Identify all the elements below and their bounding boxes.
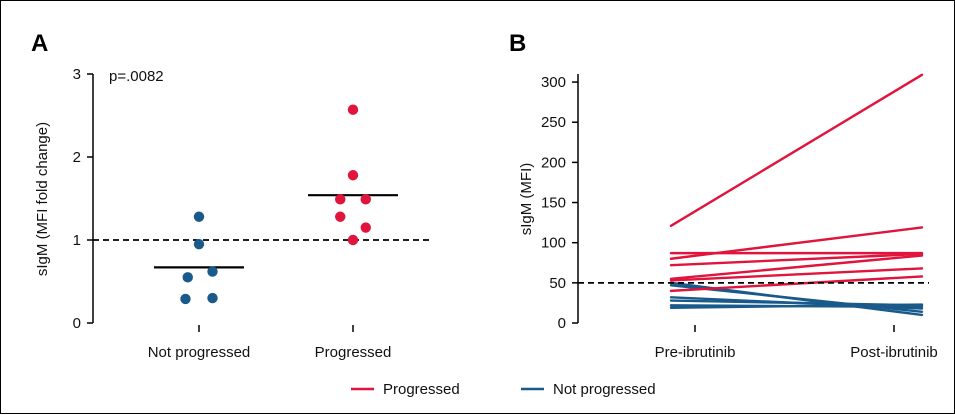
panel-a-x-tick-label: Progressed — [315, 344, 392, 361]
panel-a-data-point — [182, 272, 193, 283]
panel-letter-a: A — [31, 30, 48, 57]
panel-a-data-point — [207, 292, 218, 304]
panel-b-series-line-progressed — [669, 254, 924, 281]
panel-b-series-line-progressed — [669, 275, 924, 293]
panel-b-y-tick-label: 200 — [541, 154, 566, 171]
panel-b-y-tick-label: 100 — [541, 235, 566, 252]
p-value-annotation: p=.0082 — [109, 68, 164, 85]
panel-a-plot: 0 1 2 3 Not progressed Progressed — [73, 66, 433, 361]
panel-b-series-line-not-progressed — [669, 303, 924, 309]
panel-a-data-point — [347, 104, 359, 115]
panel-a-data-point — [347, 170, 359, 181]
panel-b-y-tick-label: 150 — [541, 195, 566, 212]
panel-a-y-tick-label: 2 — [73, 149, 81, 166]
panel-a-data-point — [207, 266, 218, 277]
legend-label-progressed: Progressed — [383, 381, 460, 398]
panel-a-data-point — [335, 194, 346, 205]
panel-a-y-tick-label: 1 — [73, 232, 81, 249]
panel-a-data-point — [193, 238, 205, 250]
panel-a-y-tick-label: 3 — [73, 66, 81, 83]
panel-a-data-point — [360, 222, 371, 233]
panel-b-series-line-progressed — [669, 252, 924, 267]
panel-b-y-tick-label: 50 — [549, 275, 566, 292]
panel-a-y-axis-title: sIgM (MFI fold change) — [34, 122, 51, 276]
panel-a-data-point — [360, 194, 371, 205]
panel-b-series-line-progressed — [669, 73, 924, 228]
panel-a-data-point — [180, 293, 191, 305]
panel-b-y-tick-label: 0 — [558, 315, 566, 332]
panel-a-y-tick-label: 0 — [73, 315, 81, 332]
panel-a-x-tick-label: Not progressed — [148, 344, 251, 361]
panel-b-series-line-progressed — [669, 267, 924, 282]
panel-b-y-axis-title: sIgM (MFI) — [518, 163, 535, 236]
panel-a-data-point — [347, 234, 359, 246]
panel-b-y-tick-label: 300 — [541, 74, 566, 91]
panel-letter-b: B — [509, 30, 526, 57]
panel-a-data-point — [335, 211, 346, 222]
legend: Progressed Not progressed — [351, 381, 656, 398]
panel-b-y-tick-label: 250 — [541, 114, 566, 131]
legend-label-not-progressed: Not progressed — [553, 381, 656, 398]
panel-b-plot: 0 50 100 150 200 250 300 Pre-ibrutinib Post-ibru… — [541, 73, 938, 361]
panel-b-x-tick-label: Pre-ibrutinib — [655, 344, 736, 361]
panel-a-data-point — [193, 211, 205, 222]
panel-b-x-tick-label: Post-ibrutinib — [850, 344, 938, 361]
